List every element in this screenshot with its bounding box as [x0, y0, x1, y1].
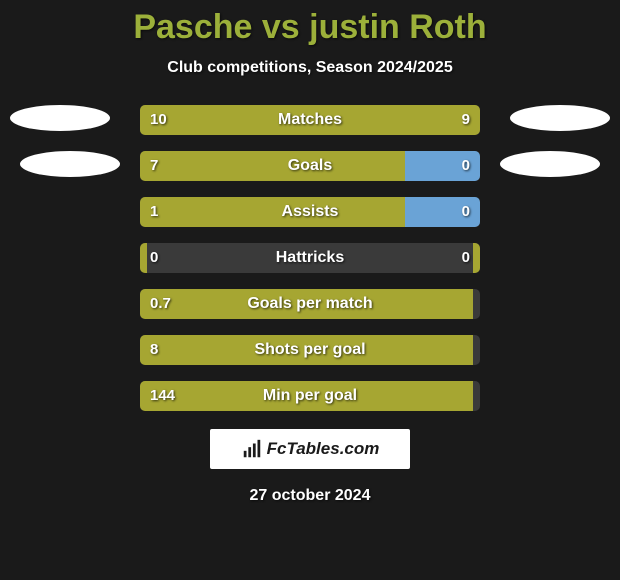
player-right-badge-2 [500, 151, 600, 177]
stats-container: Matches109Goals70Assists10Hattricks00Goa… [0, 105, 620, 411]
chart-icon [241, 438, 263, 460]
logo-text: FcTables.com [267, 439, 380, 459]
stat-value-left: 0.7 [150, 289, 171, 319]
stat-label: Goals [140, 151, 480, 181]
stat-label: Assists [140, 197, 480, 227]
stat-value-left: 8 [150, 335, 158, 365]
date-text: 27 october 2024 [0, 487, 620, 505]
stat-value-right: 9 [462, 105, 470, 135]
stat-value-left: 10 [150, 105, 167, 135]
player-left-badge-1 [10, 105, 110, 131]
stat-label: Matches [140, 105, 480, 135]
stat-label: Goals per match [140, 289, 480, 319]
stat-row: Shots per goal8 [140, 335, 480, 365]
player-left-badge-2 [20, 151, 120, 177]
logo-box[interactable]: FcTables.com [210, 429, 410, 469]
stat-row: Hattricks0 0 [140, 243, 480, 273]
stat-value-right: 0 [462, 197, 470, 227]
stat-value-left: 0 [150, 243, 158, 273]
stat-label: Hattricks [140, 243, 480, 273]
stat-row: Goals per match0.7 [140, 289, 480, 319]
stat-value-right: 0 [462, 243, 470, 273]
stat-row: Goals7 0 [140, 151, 480, 181]
stat-row: Matches10 9 [140, 105, 480, 135]
stat-value-left: 144 [150, 381, 175, 411]
stat-value-right: 0 [462, 151, 470, 181]
stat-row: Min per goal144 [140, 381, 480, 411]
stat-value-left: 1 [150, 197, 158, 227]
stat-value-left: 7 [150, 151, 158, 181]
page-title: Pasche vs justin Roth [0, 0, 620, 47]
stat-row: Assists1 0 [140, 197, 480, 227]
stat-bars: Matches109Goals70Assists10Hattricks00Goa… [140, 105, 480, 411]
stat-label: Min per goal [140, 381, 480, 411]
stat-label: Shots per goal [140, 335, 480, 365]
player-right-badge-1 [510, 105, 610, 131]
subtitle: Club competitions, Season 2024/2025 [0, 59, 620, 77]
